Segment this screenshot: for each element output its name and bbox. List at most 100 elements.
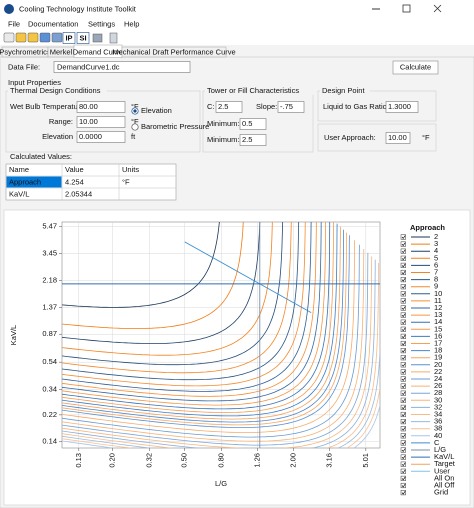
demand-curve xyxy=(62,240,355,433)
legend-check xyxy=(401,313,406,318)
menu-item[interactable]: Help xyxy=(124,19,139,28)
legend-checkbox[interactable] xyxy=(400,234,406,240)
toolbar-button[interactable] xyxy=(76,32,90,44)
legend-checkbox[interactable] xyxy=(400,269,406,276)
legend-label: 18 xyxy=(434,346,442,355)
legend-checkbox[interactable] xyxy=(400,419,406,425)
legend-checkbox[interactable] xyxy=(400,426,406,432)
field-label: Wet Bulb Temperature: xyxy=(10,102,86,111)
text-box[interactable] xyxy=(277,101,305,113)
demand-curve xyxy=(62,248,365,442)
text-box[interactable] xyxy=(76,116,126,128)
y-tick-label: 2.18 xyxy=(42,275,57,284)
legend-checkbox[interactable] xyxy=(400,411,406,418)
legend-checkbox[interactable] xyxy=(400,298,406,304)
legend-label: 22 xyxy=(434,367,442,376)
legend-checkbox[interactable] xyxy=(400,447,406,453)
legend-checkbox[interactable] xyxy=(400,475,406,481)
print-icon[interactable] xyxy=(92,33,103,43)
legend-check xyxy=(401,398,406,403)
legend-checkbox[interactable] xyxy=(400,362,406,368)
legend-check xyxy=(401,363,406,367)
text-box[interactable] xyxy=(215,101,243,113)
x-tick-label: 0.32 xyxy=(145,453,154,468)
legend-checkbox[interactable] xyxy=(400,433,406,439)
legend-checkbox[interactable] xyxy=(400,262,406,268)
legend-checkbox[interactable] xyxy=(400,355,406,361)
legend-check xyxy=(401,292,406,296)
legend-checkbox[interactable] xyxy=(400,404,406,410)
menu-item[interactable]: File xyxy=(8,19,20,28)
legend-label: User xyxy=(434,466,450,475)
legend-checkbox[interactable] xyxy=(400,468,406,474)
legend-label: 13 xyxy=(434,310,442,319)
legend-checkbox[interactable] xyxy=(400,369,406,375)
x-tick-label: 0.20 xyxy=(108,453,117,468)
legend-label: 16 xyxy=(434,331,442,340)
legend-label: 26 xyxy=(434,381,442,390)
legend-checkbox[interactable] xyxy=(400,248,406,254)
text-box[interactable] xyxy=(385,101,419,113)
legend-checkbox[interactable] xyxy=(400,348,406,354)
demand-curve xyxy=(62,226,341,420)
toolbar-icon[interactable] xyxy=(51,32,63,43)
legend-checkbox[interactable] xyxy=(400,319,406,325)
text-box[interactable] xyxy=(385,132,411,144)
text-box[interactable] xyxy=(239,134,267,146)
legend-checkbox[interactable] xyxy=(400,454,406,460)
toolbar-icon[interactable] xyxy=(27,32,39,43)
legend-check xyxy=(401,412,406,417)
y-tick-label: 0.87 xyxy=(42,329,57,338)
legend-checkbox[interactable] xyxy=(400,312,406,318)
text-box[interactable] xyxy=(239,118,267,130)
legend-checkbox[interactable] xyxy=(400,255,406,261)
demand-curve xyxy=(62,222,334,413)
legend-check xyxy=(401,384,406,389)
toolbar-icon[interactable] xyxy=(3,32,15,43)
demand-curve xyxy=(62,222,292,374)
legend-checkbox[interactable] xyxy=(400,383,406,389)
legend-check xyxy=(401,327,406,332)
legend-check xyxy=(401,235,406,239)
legend-checkbox[interactable] xyxy=(400,291,406,297)
legend-checkbox[interactable] xyxy=(400,333,406,339)
close-button[interactable] xyxy=(433,4,442,13)
legend-check xyxy=(401,377,406,381)
menu-item[interactable]: Settings xyxy=(88,19,115,28)
legend-check xyxy=(401,419,406,424)
toolbar-button[interactable] xyxy=(62,32,76,44)
radio-button[interactable] xyxy=(131,123,139,131)
tab[interactable] xyxy=(121,46,227,58)
legend-checkbox[interactable] xyxy=(400,397,406,403)
legend-label: 6 xyxy=(434,260,438,269)
legend-checkbox[interactable] xyxy=(400,326,406,332)
legend-checkbox[interactable] xyxy=(400,241,406,247)
field-value: DemandCurve1.dc xyxy=(57,62,120,71)
toolbar-icon[interactable] xyxy=(39,32,51,43)
legend-checkbox[interactable] xyxy=(400,440,406,446)
legend-label: 4 xyxy=(434,246,438,255)
text-box[interactable] xyxy=(76,101,126,113)
toolbar-icon[interactable] xyxy=(15,32,27,43)
legend-checkbox[interactable] xyxy=(400,277,406,283)
legend-checkbox[interactable] xyxy=(400,284,406,290)
legend-checkbox[interactable] xyxy=(400,461,406,467)
legend-checkbox[interactable] xyxy=(400,376,406,382)
calculate-button[interactable] xyxy=(392,60,439,75)
demand-curve xyxy=(62,387,380,448)
legend-check xyxy=(401,242,406,247)
legend-label: 8 xyxy=(434,275,438,284)
toolbar xyxy=(0,31,474,45)
characteristic-line xyxy=(184,241,312,314)
legend-check xyxy=(401,285,406,289)
legend-checkbox[interactable] xyxy=(400,340,406,347)
menu-item[interactable]: Documentation xyxy=(28,19,78,28)
legend-checkbox[interactable] xyxy=(400,305,406,311)
text-box[interactable] xyxy=(76,131,126,143)
calc-icon[interactable] xyxy=(109,32,118,44)
legend-label: L/G xyxy=(434,445,446,454)
legend-checkbox[interactable] xyxy=(400,490,406,496)
legend-checkbox[interactable] xyxy=(400,390,406,396)
maximize-button[interactable] xyxy=(402,4,411,13)
legend-checkbox[interactable] xyxy=(400,482,406,489)
